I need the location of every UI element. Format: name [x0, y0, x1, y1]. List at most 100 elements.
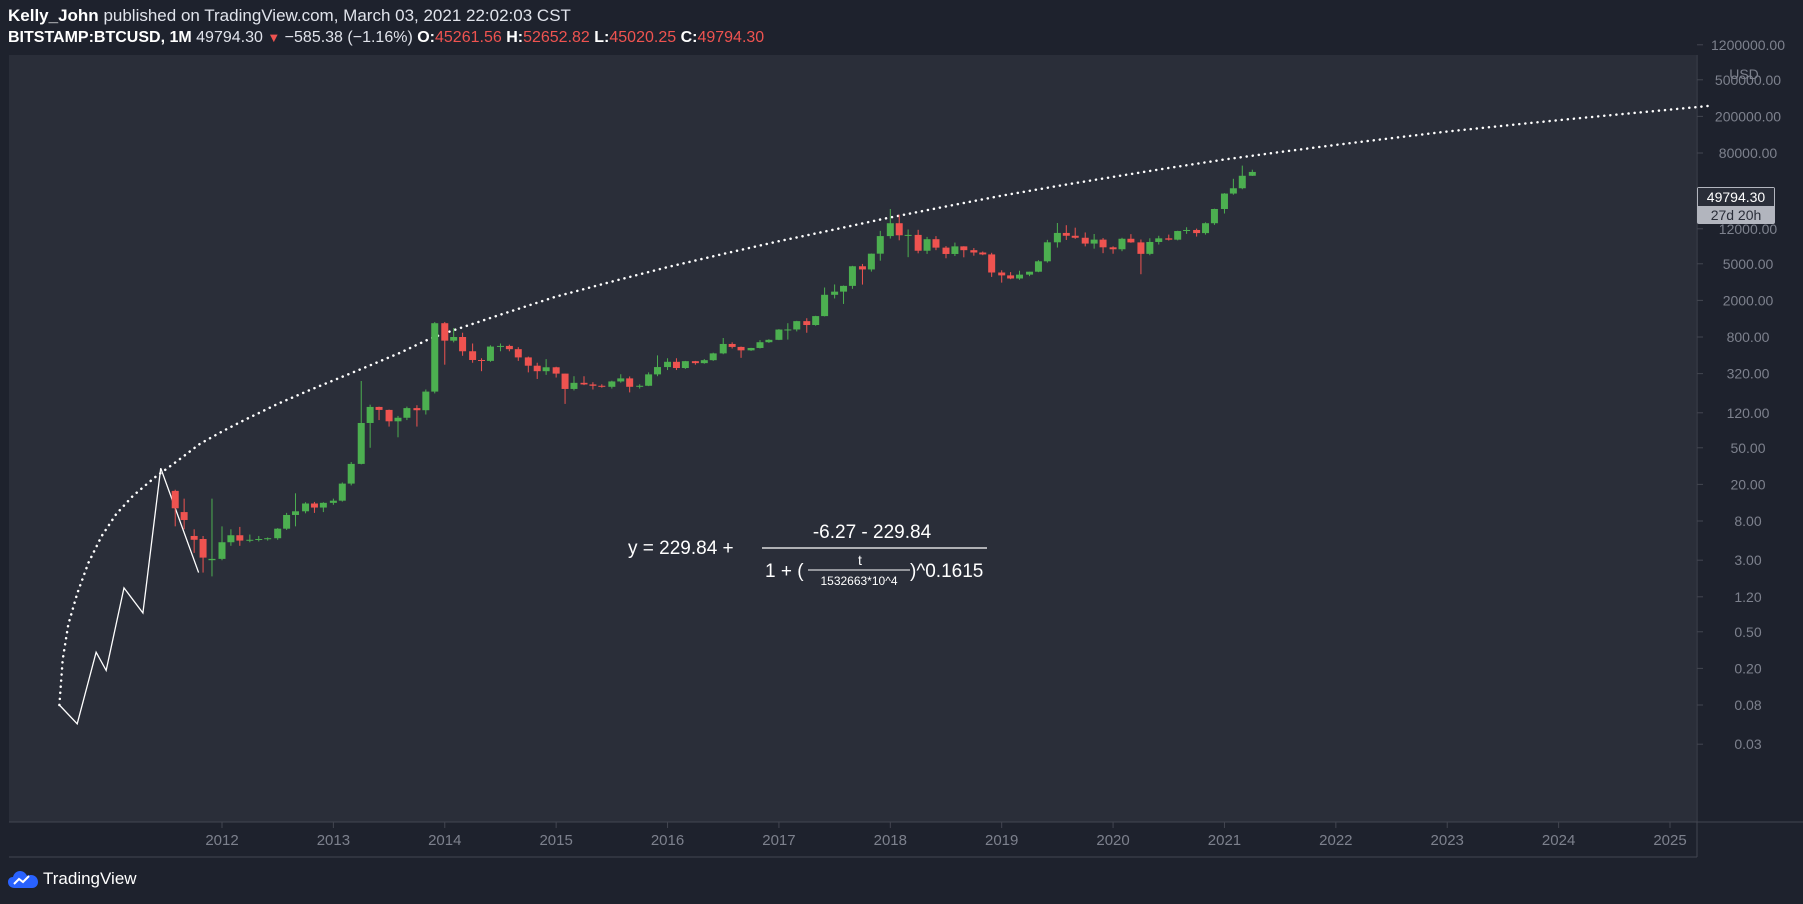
candle-body: [218, 542, 226, 559]
price-tick-label: 12000.00: [1719, 221, 1778, 237]
candle-body: [1238, 175, 1246, 189]
candle: [246, 534, 254, 543]
candle-body: [1202, 223, 1210, 234]
time-tick-label: 2012: [205, 832, 238, 849]
candle-body: [1248, 171, 1256, 176]
price-tick-label: 3.00: [1734, 552, 1761, 568]
publish-text: published on TradingView.com, March 03, …: [103, 6, 571, 25]
candle: [988, 252, 996, 277]
candle: [1174, 230, 1182, 241]
candle-body: [1053, 232, 1061, 243]
candle-body: [998, 272, 1006, 276]
price-tick-label: 320.00: [1727, 366, 1770, 382]
formula-annotation[interactable]: y = 229.84 + -6.27 - 229.84 1 + ( t 1532…: [628, 522, 987, 588]
candle-body: [914, 234, 922, 251]
dotted-fit-curve: [58, 104, 1711, 707]
candle: [756, 340, 764, 349]
candle-body: [450, 337, 458, 341]
formula-inner-den: 1532663*10^4: [820, 574, 897, 588]
time-axis[interactable]: 2012 2013 2014 2015 2016 2017 2018 2019 2020 2021…: [205, 822, 1687, 849]
early-price-line: [58, 467, 200, 726]
candle-body: [691, 361, 699, 364]
down-arrow-icon: ▼: [267, 30, 281, 45]
candle: [1062, 225, 1070, 240]
candle: [227, 529, 235, 546]
candle-body: [302, 503, 310, 512]
candle-body: [1099, 239, 1107, 248]
candle-body: [923, 239, 931, 251]
candle-body: [413, 408, 421, 411]
candle: [302, 502, 310, 514]
candle-body: [1183, 229, 1191, 232]
candle: [385, 409, 393, 427]
candle: [459, 332, 467, 356]
price-tag: 49794.30 27d 20h: [1697, 187, 1775, 224]
candle: [840, 285, 848, 304]
candle: [1081, 232, 1089, 247]
price-tag-countdown: 27d 20h: [1711, 207, 1762, 223]
publish-info: Kelly_John published on TradingView.com,…: [8, 6, 571, 26]
candle: [218, 526, 226, 561]
candle: [1118, 237, 1126, 252]
price-tick-label: 50.00: [1730, 440, 1765, 456]
candle-body: [858, 266, 866, 270]
symbol-name[interactable]: BITSTAMP:BTCUSD, 1M: [8, 29, 192, 46]
candle-body: [709, 353, 717, 361]
candle-body: [227, 535, 235, 543]
candle-body: [552, 367, 560, 374]
candle: [357, 380, 365, 465]
candle-body: [524, 357, 532, 366]
candle: [608, 380, 616, 389]
candle-body: [840, 285, 848, 292]
price-tick-label: 20.00: [1730, 476, 1765, 492]
candle: [542, 359, 550, 375]
candle-body: [608, 381, 616, 387]
candle-body: [636, 385, 644, 387]
candle: [1043, 239, 1051, 263]
candle: [580, 376, 588, 386]
candle-body: [747, 347, 755, 351]
candle: [664, 358, 672, 371]
time-tick-label: 2019: [985, 832, 1018, 849]
candle-body: [765, 339, 773, 343]
candle: [1229, 178, 1237, 195]
candle-body: [617, 378, 625, 382]
candle-body: [580, 382, 588, 385]
candle: [1193, 228, 1201, 237]
candle-body: [441, 323, 449, 341]
candle: [765, 339, 773, 343]
candle-body: [486, 346, 494, 361]
candle-body: [654, 367, 662, 375]
formula-inner-num: t: [858, 552, 862, 568]
candle: [431, 322, 439, 394]
candle: [589, 382, 597, 390]
price-axis[interactable]: 1200000.00 500000.00 200000.00 80000.00 1200…: [1697, 37, 1785, 752]
chart-pane[interactable]: [9, 55, 1696, 822]
last-price: 49794.30: [196, 29, 263, 46]
candle-body: [338, 483, 346, 501]
close-label: C:: [680, 29, 698, 46]
author-name[interactable]: Kelly_John: [8, 6, 99, 25]
candle: [255, 535, 263, 542]
candle: [190, 529, 198, 553]
candle-body: [431, 323, 439, 392]
candle-body: [274, 528, 282, 539]
candle: [719, 338, 727, 355]
candle: [1016, 270, 1024, 280]
tradingview-logo[interactable]: TradingView: [8, 868, 137, 890]
candle: [636, 384, 644, 389]
cloud-logo-icon: [8, 871, 38, 888]
candle: [338, 482, 346, 502]
candle: [812, 315, 820, 326]
price-tick-label: 1200000.00: [1711, 37, 1785, 53]
price-tag-top: [1698, 188, 1774, 206]
candle: [904, 229, 912, 258]
candle-body: [561, 373, 569, 389]
candle-body: [784, 329, 792, 331]
candle: [413, 405, 421, 427]
price-tick-label: 500000.00: [1715, 72, 1781, 88]
candle: [1007, 272, 1015, 280]
open-label: O:: [417, 29, 435, 46]
candle-body: [394, 417, 402, 422]
